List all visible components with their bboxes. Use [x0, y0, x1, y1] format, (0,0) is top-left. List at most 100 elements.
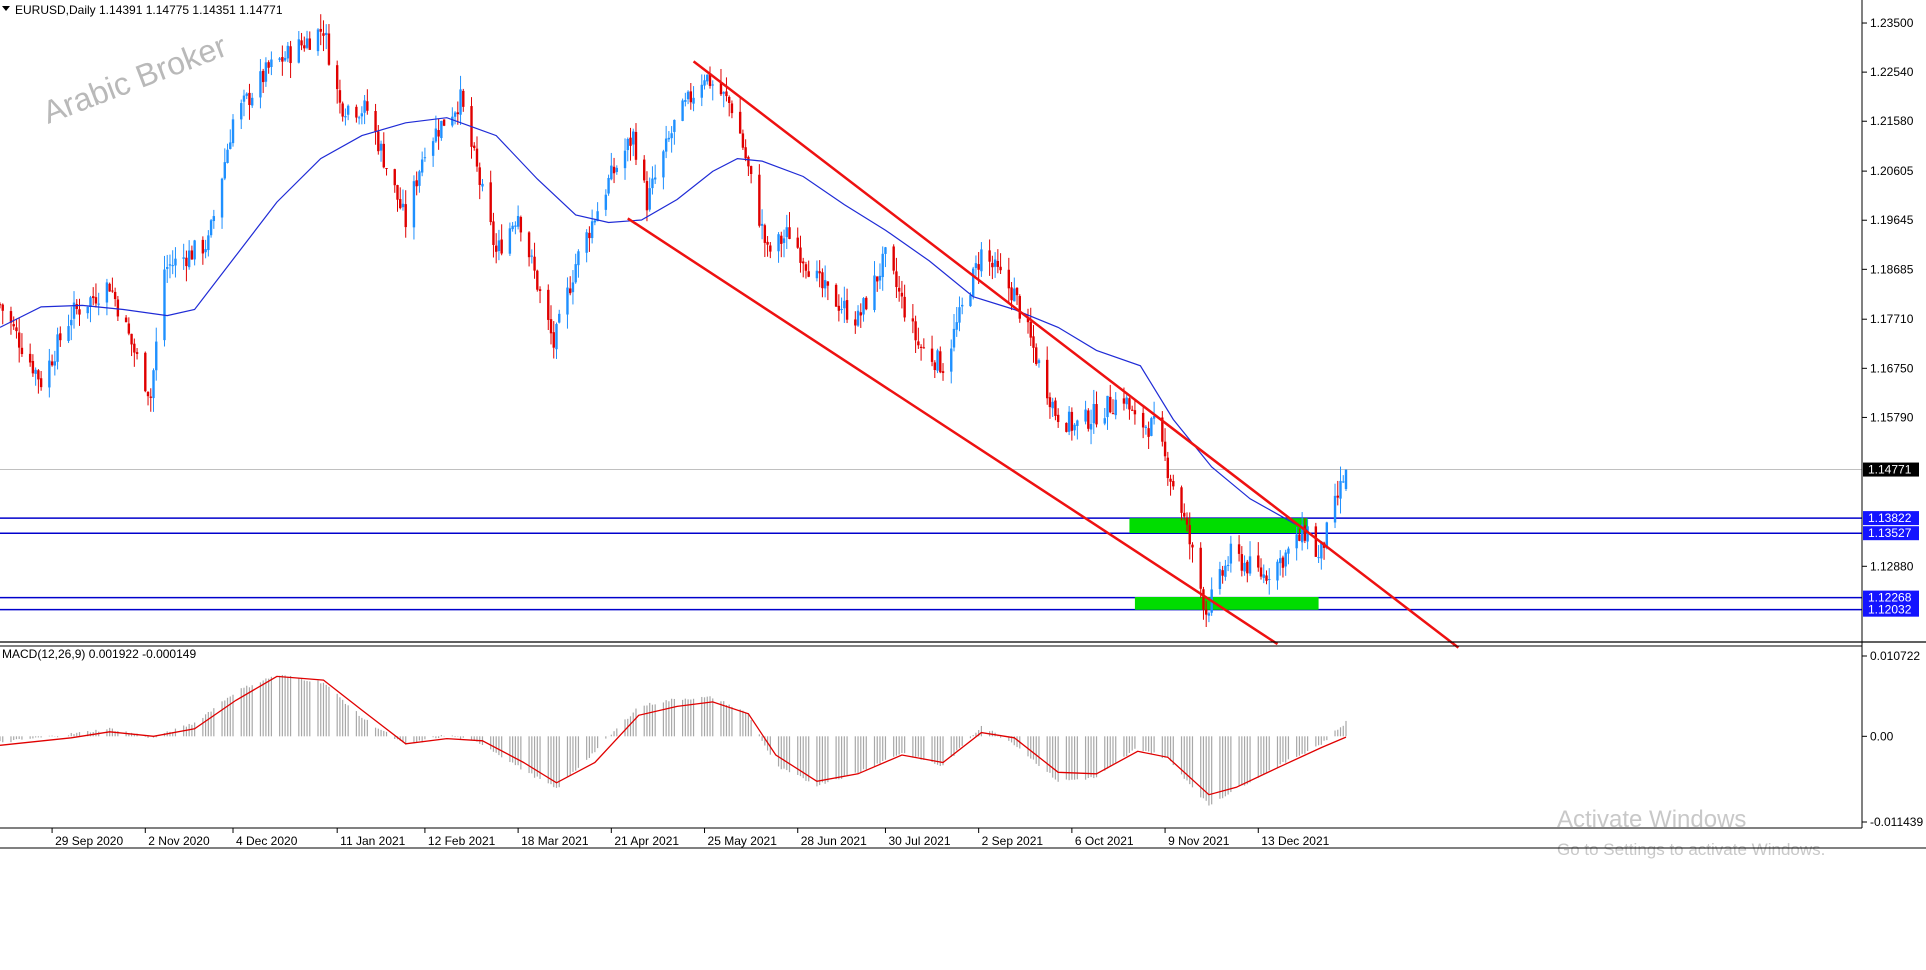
candle [37, 369, 40, 394]
candle-body [530, 255, 534, 257]
candle [86, 306, 89, 319]
candle [684, 92, 687, 107]
candle-body [187, 250, 191, 268]
candle-body [289, 46, 292, 64]
candle-body [1298, 534, 1301, 541]
candle [607, 174, 610, 196]
candle-body [538, 289, 542, 291]
time-tick-label: 28 Jun 2021 [801, 834, 867, 848]
candle-body [900, 292, 904, 297]
candle-body [0, 304, 2, 306]
candle-body [917, 341, 920, 346]
candle [596, 202, 599, 222]
candle [459, 75, 462, 125]
candle [478, 162, 481, 200]
candle-body [903, 296, 906, 318]
candle-body [664, 138, 668, 152]
candle-body [404, 204, 407, 228]
candle [854, 311, 857, 334]
candle-body [1114, 399, 1117, 416]
candle [475, 136, 479, 172]
candle-body [1339, 480, 1342, 499]
candle [133, 338, 136, 367]
candle [914, 315, 917, 354]
candle [1268, 568, 1271, 595]
candle-body [922, 347, 926, 349]
candle-body [856, 310, 860, 326]
candle [193, 239, 196, 266]
candle-body [585, 232, 588, 253]
candle-body [626, 138, 629, 151]
candle-body [1087, 410, 1090, 429]
candle-body [97, 303, 100, 305]
candle-body [1051, 401, 1054, 409]
candle [519, 215, 523, 242]
candle-body [1010, 287, 1013, 301]
candle-body [59, 333, 62, 341]
candle-body [105, 282, 109, 303]
candle-body [308, 38, 311, 50]
candle-body [840, 309, 843, 311]
candle-body [462, 90, 465, 107]
candle-body [374, 111, 377, 132]
candle-body [240, 103, 243, 120]
candle-body [1202, 589, 1205, 610]
candle-body [780, 235, 783, 244]
candle [1342, 475, 1345, 483]
candle [878, 263, 882, 290]
candle-body [1163, 441, 1167, 457]
candle [1015, 287, 1019, 305]
main-price-pane [0, 14, 1862, 649]
candle [1202, 586, 1205, 620]
candle [730, 100, 734, 119]
candle-body [911, 318, 915, 322]
candle [130, 333, 133, 357]
candle-body [1018, 296, 1021, 319]
candle-body [1056, 414, 1060, 422]
candle [1144, 424, 1148, 435]
candle [1325, 521, 1329, 550]
candle [220, 177, 224, 229]
candle-body [961, 304, 964, 307]
candle-body [632, 131, 635, 145]
candle-body [974, 263, 978, 269]
candle-body [1172, 481, 1175, 487]
candle [245, 92, 248, 100]
candle-body [684, 100, 687, 102]
candle-body [700, 84, 703, 98]
candle-body [516, 215, 520, 227]
candle-body [163, 269, 166, 341]
candle-body [1243, 562, 1246, 572]
candle-body [818, 271, 821, 274]
candle [955, 307, 958, 337]
candle-body [555, 324, 558, 350]
candle [1229, 535, 1233, 573]
candle-body [571, 282, 575, 293]
candle-body [769, 245, 772, 252]
candle [28, 343, 32, 367]
candle-body [604, 194, 608, 210]
candle [873, 261, 876, 313]
candle [240, 99, 243, 130]
candle-body [519, 217, 523, 233]
candle-body [670, 133, 673, 139]
candle-body [722, 92, 725, 94]
candle-body [116, 299, 120, 317]
candle [892, 244, 895, 275]
candle-body [1237, 544, 1241, 554]
candle-body [89, 297, 92, 308]
candle-body [366, 101, 369, 111]
candle [1259, 558, 1263, 580]
candle-body [190, 250, 194, 260]
candle [451, 107, 454, 128]
candle [201, 236, 205, 265]
candle [1035, 343, 1038, 366]
candle-body [149, 396, 152, 398]
candle [453, 111, 457, 125]
candle [930, 335, 934, 367]
candle-body [357, 117, 361, 119]
candle-body [267, 62, 270, 68]
candle [834, 283, 838, 307]
candle-body [758, 174, 761, 226]
